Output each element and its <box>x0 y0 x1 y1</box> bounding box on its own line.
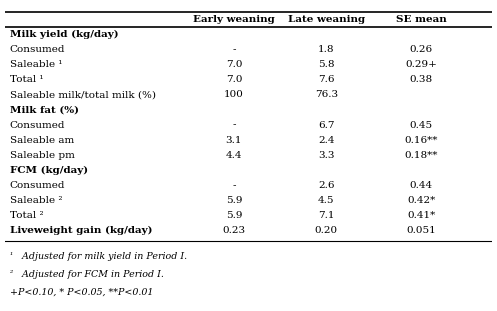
Text: Consumed: Consumed <box>10 121 65 129</box>
Text: 7.1: 7.1 <box>318 211 334 220</box>
Text: -: - <box>232 121 236 129</box>
Text: 0.18**: 0.18** <box>405 151 438 160</box>
Text: 1.8: 1.8 <box>318 45 334 54</box>
Text: 0.20: 0.20 <box>315 226 338 235</box>
Text: Adjusted for milk yield in Period I.: Adjusted for milk yield in Period I. <box>18 252 187 261</box>
Text: Milk fat (%): Milk fat (%) <box>10 105 79 114</box>
Text: Liveweight gain (kg/day): Liveweight gain (kg/day) <box>10 226 153 235</box>
Text: 7.0: 7.0 <box>226 75 242 84</box>
Text: Total ²: Total ² <box>10 211 43 220</box>
Text: 4.4: 4.4 <box>226 151 242 160</box>
Text: 2.6: 2.6 <box>318 181 334 190</box>
Text: Late weaning: Late weaning <box>288 15 365 24</box>
Text: 0.44: 0.44 <box>410 181 433 190</box>
Text: 0.45: 0.45 <box>410 121 433 129</box>
Text: 6.7: 6.7 <box>318 121 334 129</box>
Text: 3.3: 3.3 <box>318 151 334 160</box>
Text: 100: 100 <box>224 91 244 100</box>
Text: Saleable milk/total milk (%): Saleable milk/total milk (%) <box>10 91 156 100</box>
Text: 0.29+: 0.29+ <box>406 60 437 69</box>
Text: SE mean: SE mean <box>396 15 447 24</box>
Text: 2.4: 2.4 <box>318 136 334 145</box>
Text: ²: ² <box>10 270 13 278</box>
Text: -: - <box>232 45 236 54</box>
Text: Total ¹: Total ¹ <box>10 75 43 84</box>
Text: 3.1: 3.1 <box>226 136 242 145</box>
Text: 0.41*: 0.41* <box>407 211 435 220</box>
Text: 5.8: 5.8 <box>318 60 334 69</box>
Text: Saleable pm: Saleable pm <box>10 151 75 160</box>
Text: +P<0.10, * P<0.05, **P<0.01: +P<0.10, * P<0.05, **P<0.01 <box>10 288 153 297</box>
Text: 76.3: 76.3 <box>315 91 338 100</box>
Text: 0.38: 0.38 <box>410 75 433 84</box>
Text: Adjusted for FCM in Period I.: Adjusted for FCM in Period I. <box>18 270 164 279</box>
Text: Milk yield (kg/day): Milk yield (kg/day) <box>10 30 118 39</box>
Text: Saleable ¹: Saleable ¹ <box>10 60 62 69</box>
Text: 7.6: 7.6 <box>318 75 334 84</box>
Text: Consumed: Consumed <box>10 181 65 190</box>
Text: 0.051: 0.051 <box>407 226 436 235</box>
Text: 0.23: 0.23 <box>222 226 246 235</box>
Text: FCM (kg/day): FCM (kg/day) <box>10 165 88 175</box>
Text: Early weaning: Early weaning <box>193 15 275 24</box>
Text: 5.9: 5.9 <box>226 196 242 205</box>
Text: Saleable am: Saleable am <box>10 136 74 145</box>
Text: 5.9: 5.9 <box>226 211 242 220</box>
Text: Consumed: Consumed <box>10 45 65 54</box>
Text: 0.42*: 0.42* <box>407 196 435 205</box>
Text: 0.16**: 0.16** <box>405 136 438 145</box>
Text: Saleable ²: Saleable ² <box>10 196 62 205</box>
Text: 0.26: 0.26 <box>410 45 433 54</box>
Text: 4.5: 4.5 <box>318 196 334 205</box>
Text: ¹: ¹ <box>10 252 13 260</box>
Text: 7.0: 7.0 <box>226 60 242 69</box>
Text: -: - <box>232 181 236 190</box>
